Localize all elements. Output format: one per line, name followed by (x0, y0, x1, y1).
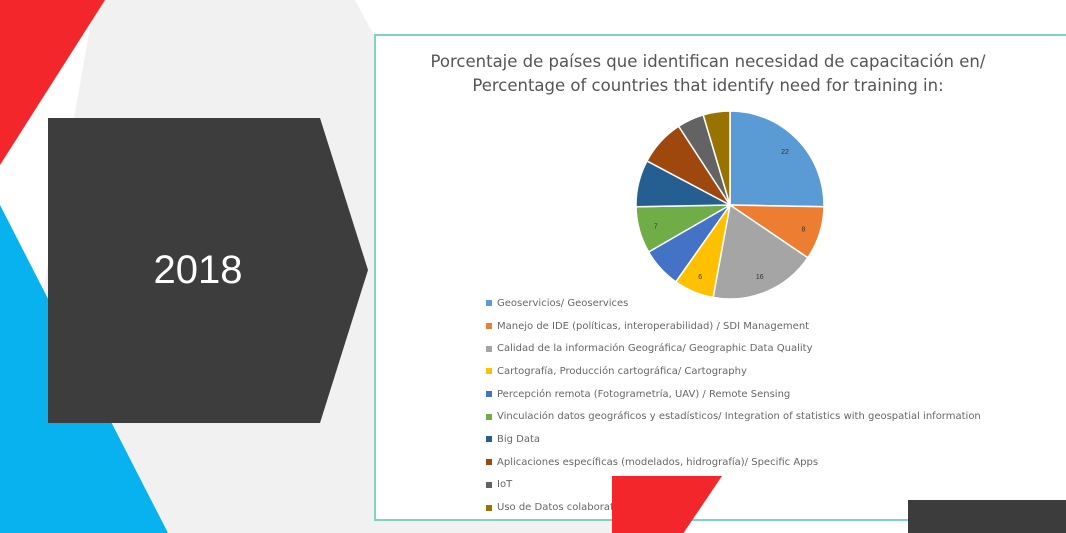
chart-title-line-2: Percentage of countries that identify ne… (472, 76, 944, 95)
legend-label: Aplicaciones específicas (modelados, hid… (497, 456, 819, 468)
legend-label: Big Data (497, 433, 541, 445)
legend-swatch (486, 323, 492, 330)
legend-item-1: Geoservicios/ Geoservices (486, 292, 981, 315)
pie-data-label-1: 22 (781, 149, 789, 156)
legend-item-3: Calidad de la información Geográfica/ Ge… (486, 337, 981, 360)
red-corner-shape (0, 0, 105, 165)
chart-title: Porcentaje de países que identifican nec… (378, 50, 1038, 98)
legend-item-2: Manejo de IDE (políticas, interoperabili… (486, 315, 981, 338)
legend-swatch (486, 436, 492, 443)
pie-data-label-2: 8 (802, 226, 806, 233)
legend-item-8: Aplicaciones específicas (modelados, hid… (486, 451, 981, 474)
legend-swatch (486, 300, 492, 307)
legend-label: Calidad de la información Geográfica/ Ge… (497, 343, 813, 355)
legend-label: Uso de Datos colaborat (497, 502, 614, 514)
legend-swatch (486, 345, 492, 352)
legend-item-6: Vinculación datos geográficos y estadíst… (486, 405, 981, 428)
legend-item-5: Percepción remota (Fotogrametría, UAV) /… (486, 383, 981, 406)
chart-title-line-1: Porcentaje de países que identifican nec… (430, 52, 986, 71)
year-arrow-shape (48, 118, 368, 423)
legend-swatch (486, 504, 492, 511)
legend-label: Manejo de IDE (políticas, interoperabili… (497, 320, 810, 332)
legend-item-7: Big Data (486, 428, 981, 451)
legend-swatch (486, 413, 492, 420)
legend-swatch (486, 481, 492, 488)
pie-slice-10 (702, 110, 731, 206)
legend-swatch (486, 368, 492, 375)
legend-label: Vinculación datos geográficos y estadíst… (497, 411, 981, 423)
chart-legend: Geoservicios/ Geoservices Manejo de IDE (… (486, 292, 981, 519)
year-label: 2018 (153, 248, 243, 292)
pie-chart: 22 8 16 6 7 (635, 110, 825, 300)
legend-item-10: Uso de Datos colaborat (486, 496, 981, 519)
legend-label: Geoservicios/ Geoservices (497, 297, 629, 309)
pie-data-label-3: 16 (756, 274, 764, 281)
legend-item-9: IoT (486, 474, 981, 497)
dark-overlay-shape (908, 500, 1066, 533)
legend-label: Percepción remota (Fotogrametría, UAV) /… (497, 388, 791, 400)
pie-slice-1 (729, 110, 825, 208)
pie-slice-3 (712, 203, 809, 300)
legend-swatch (486, 459, 492, 466)
legend-label: IoT (497, 479, 513, 491)
legend-label: Cartografía, Producción cartográfica/ Ca… (497, 365, 747, 377)
pie-data-label-6: 7 (654, 224, 658, 231)
legend-swatch (486, 391, 492, 398)
legend-item-4: Cartografía, Producción cartográfica/ Ca… (486, 360, 981, 383)
pie-data-label-4: 6 (698, 274, 702, 281)
